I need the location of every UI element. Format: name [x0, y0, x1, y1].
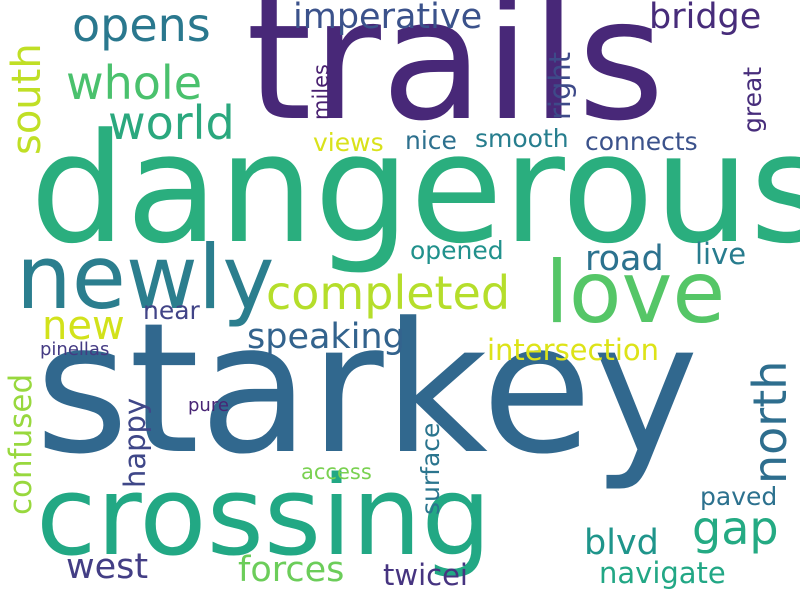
- word-twicei: twicei: [383, 558, 468, 592]
- word-confused: confused: [3, 373, 39, 515]
- word-live: live: [695, 237, 747, 271]
- word-completed: completed: [266, 266, 511, 320]
- word-great: great: [738, 66, 767, 133]
- word-navigate: navigate: [599, 556, 726, 590]
- word-trails: trails: [246, 0, 665, 158]
- word-south: south: [4, 43, 50, 155]
- word-happy: happy: [118, 397, 152, 488]
- word-whole: whole: [66, 56, 203, 110]
- word-road: road: [585, 239, 664, 279]
- word-starkey: starkey: [35, 285, 699, 494]
- word-opened: opened: [410, 236, 504, 265]
- word-blvd: blvd: [584, 523, 659, 563]
- word-west: west: [66, 547, 149, 587]
- word-right: right: [543, 51, 577, 120]
- word-newly: newly: [16, 226, 275, 329]
- word-love: love: [545, 243, 726, 343]
- word-bridge: bridge: [649, 0, 762, 37]
- word-dangerous: dangerous: [30, 101, 800, 277]
- word-north: north: [743, 360, 797, 484]
- word-views: views: [313, 128, 384, 157]
- word-connects: connects: [585, 127, 698, 156]
- word-access: access: [301, 460, 372, 484]
- word-smooth: smooth: [475, 124, 569, 153]
- word-pure: pure: [188, 395, 229, 416]
- word-miles: miles: [309, 64, 333, 120]
- word-imperative: imperative: [293, 0, 483, 37]
- word-nice: nice: [405, 126, 457, 155]
- word-intersection: intersection: [487, 333, 660, 367]
- word-near: near: [143, 296, 200, 325]
- word-new: new: [42, 303, 125, 349]
- word-gap: gap: [692, 501, 779, 555]
- word-speaking: speaking: [247, 317, 405, 357]
- word-paved: paved: [700, 482, 778, 511]
- word-surface: surface: [416, 422, 445, 515]
- word-crossing: crossing: [36, 452, 492, 580]
- word-pinellas: pinellas: [40, 339, 110, 360]
- word-opens: opens: [72, 0, 211, 52]
- word-forces: forces: [238, 550, 345, 590]
- word-world: world: [108, 96, 235, 150]
